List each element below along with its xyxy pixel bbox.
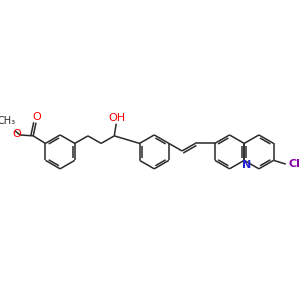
Text: O: O <box>33 112 41 122</box>
Text: CH₃: CH₃ <box>0 116 16 126</box>
Text: Cl: Cl <box>288 159 300 169</box>
Text: N: N <box>242 160 252 170</box>
Text: O: O <box>12 129 21 139</box>
Text: OH: OH <box>109 113 126 123</box>
